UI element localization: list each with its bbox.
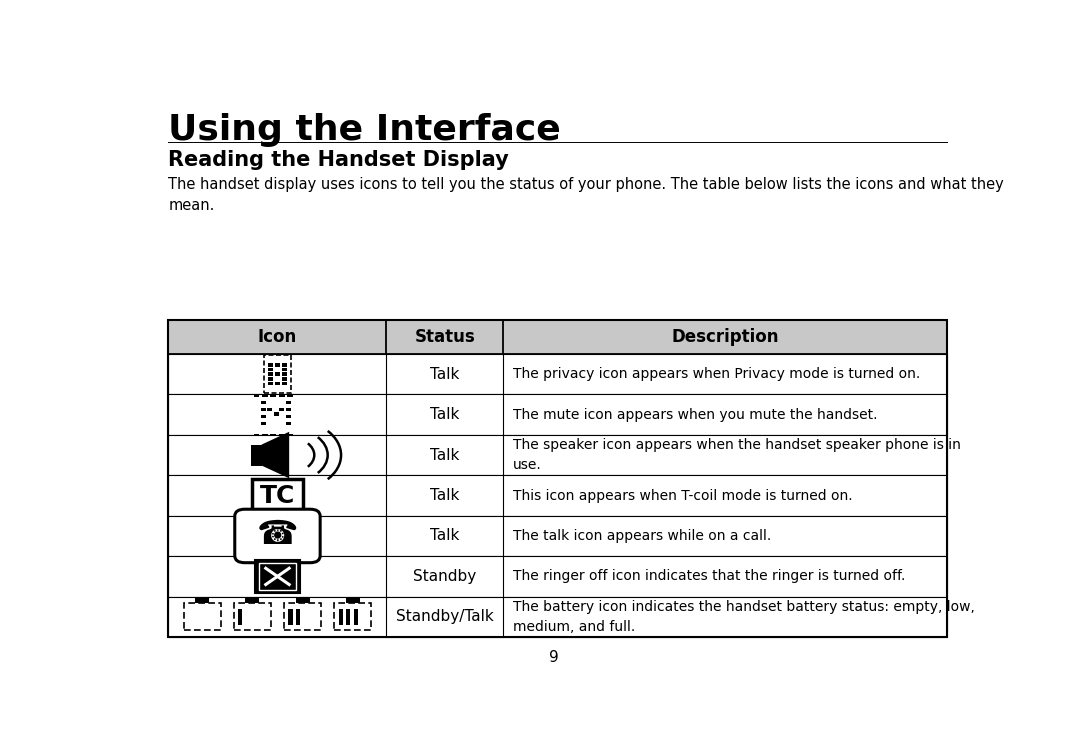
Bar xyxy=(279,408,284,411)
Text: The privacy icon appears when Privacy mode is turned on.: The privacy icon appears when Privacy mo… xyxy=(513,367,920,381)
Text: ☎: ☎ xyxy=(257,518,298,550)
Bar xyxy=(260,421,266,425)
Bar xyxy=(234,603,271,630)
Bar xyxy=(346,609,350,625)
Bar xyxy=(286,408,291,411)
Text: Standby: Standby xyxy=(414,569,476,584)
Bar xyxy=(168,596,947,637)
Bar xyxy=(296,597,310,603)
Text: Talk: Talk xyxy=(430,367,459,382)
Bar xyxy=(287,434,293,436)
Text: The battery icon indicates the handset battery status: empty, low,
medium, and f: The battery icon indicates the handset b… xyxy=(513,600,975,633)
Bar xyxy=(353,609,357,625)
Bar xyxy=(286,401,291,404)
Bar xyxy=(287,396,293,397)
Bar xyxy=(265,356,291,393)
Bar xyxy=(262,434,268,436)
Bar xyxy=(259,562,296,590)
Bar xyxy=(168,516,947,556)
Bar xyxy=(184,603,220,630)
Bar xyxy=(268,363,273,367)
Bar xyxy=(296,609,300,625)
Bar xyxy=(260,408,266,411)
Text: Talk: Talk xyxy=(430,488,459,503)
Bar xyxy=(245,597,259,603)
Bar xyxy=(168,320,947,354)
Bar xyxy=(268,377,273,381)
Bar xyxy=(279,434,284,436)
FancyBboxPatch shape xyxy=(234,509,320,562)
Bar xyxy=(262,396,268,397)
Bar xyxy=(268,368,273,371)
Text: Standby/Talk: Standby/Talk xyxy=(396,609,494,624)
Bar xyxy=(195,597,210,603)
Bar xyxy=(346,597,360,603)
Bar xyxy=(260,414,266,418)
Text: The talk icon appears while on a call.: The talk icon appears while on a call. xyxy=(513,529,771,543)
Text: The mute icon appears when you mute the handset.: The mute icon appears when you mute the … xyxy=(513,408,878,421)
Text: The ringer off icon indicates that the ringer is turned off.: The ringer off icon indicates that the r… xyxy=(513,569,906,584)
Bar xyxy=(275,363,280,367)
Text: TC: TC xyxy=(260,483,295,507)
Text: Icon: Icon xyxy=(258,328,297,346)
Bar xyxy=(255,560,300,593)
Bar xyxy=(168,435,947,476)
Bar xyxy=(254,434,259,436)
Bar xyxy=(270,434,276,436)
Text: Reading the Handset Display: Reading the Handset Display xyxy=(168,150,510,170)
Bar xyxy=(282,372,286,376)
Text: Talk: Talk xyxy=(430,528,459,544)
Bar xyxy=(284,603,321,630)
Text: Using the Interface: Using the Interface xyxy=(168,112,562,146)
Bar xyxy=(252,479,303,512)
Text: This icon appears when T-coil mode is turned on.: This icon appears when T-coil mode is tu… xyxy=(513,488,853,503)
Bar xyxy=(288,609,293,625)
Polygon shape xyxy=(261,432,289,479)
Bar xyxy=(260,401,266,404)
Bar xyxy=(254,396,259,397)
Text: Description: Description xyxy=(672,328,779,346)
Text: Talk: Talk xyxy=(430,448,459,463)
Bar xyxy=(282,368,286,371)
Bar xyxy=(270,396,276,397)
Bar xyxy=(286,414,291,418)
Bar xyxy=(335,603,372,630)
Bar xyxy=(268,372,273,376)
Text: Status: Status xyxy=(415,328,475,346)
Bar xyxy=(282,363,286,367)
Text: The speaker icon appears when the handset speaker phone is in
use.: The speaker icon appears when the handse… xyxy=(513,439,961,472)
Text: Talk: Talk xyxy=(430,407,459,422)
Bar xyxy=(338,609,342,625)
Bar xyxy=(168,320,947,637)
Bar xyxy=(168,476,947,516)
Bar xyxy=(286,421,291,425)
Bar xyxy=(168,556,947,596)
Bar xyxy=(168,354,947,394)
Text: The handset display uses icons to tell you the status of your phone. The table b: The handset display uses icons to tell y… xyxy=(168,177,1004,213)
Bar xyxy=(274,412,279,416)
Bar xyxy=(282,377,286,381)
Bar xyxy=(168,394,947,435)
Bar xyxy=(268,382,273,385)
Bar xyxy=(279,396,284,397)
Bar xyxy=(238,609,242,625)
Bar xyxy=(268,408,272,411)
Bar xyxy=(275,382,280,385)
Text: 9: 9 xyxy=(549,650,558,665)
Bar xyxy=(251,445,261,466)
Bar xyxy=(282,382,286,385)
Bar xyxy=(275,372,280,376)
